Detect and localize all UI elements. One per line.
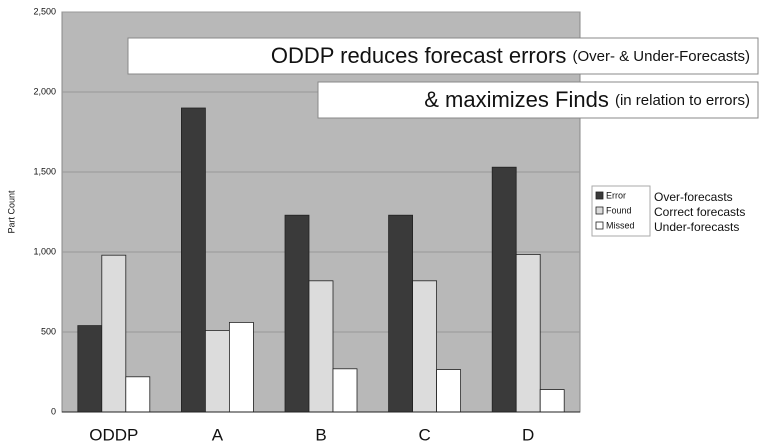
bar (228, 321, 254, 413)
x-tick-label: D (522, 425, 534, 444)
legend-swatch (595, 206, 604, 215)
legend-swatch (595, 221, 604, 230)
bar (204, 329, 230, 413)
x-tick-label: B (315, 425, 326, 444)
annotation-main: ODDP reduces forecast errors (271, 43, 566, 68)
annotation-main: & maximizes Finds (424, 87, 609, 112)
bar (388, 214, 414, 413)
x-tick-label: C (418, 425, 430, 444)
x-tick-label: A (212, 425, 224, 444)
y-tick-label: 2,500 (33, 6, 56, 16)
legend-note: Over-forecasts (654, 190, 733, 204)
y-tick-label: 1,500 (33, 166, 56, 176)
annotation-sub: (Over- & Under-Forecasts) (572, 48, 750, 65)
legend-swatch (595, 191, 604, 200)
y-axis-label: Part Count (6, 190, 16, 234)
y-tick-label: 2,000 (33, 86, 56, 96)
bar (308, 280, 334, 413)
annotation: & maximizes Finds (in relation to errors… (424, 87, 750, 112)
bar (436, 369, 462, 413)
y-tick-label: 500 (41, 326, 56, 336)
annotation-sub: (in relation to errors) (615, 92, 750, 109)
legend-label: Error (606, 190, 626, 200)
bar (284, 214, 310, 413)
annotation: ODDP reduces forecast errors (Over- & Un… (271, 43, 750, 68)
bar (125, 376, 151, 413)
annotation-box (127, 37, 759, 75)
legend-note: Correct forecasts (654, 205, 745, 219)
bar (101, 254, 127, 413)
bar (180, 107, 206, 413)
y-tick-label: 1,000 (33, 246, 56, 256)
bar (77, 325, 103, 413)
x-tick-label: ODDP (89, 425, 138, 444)
y-tick-label: 0 (51, 406, 56, 416)
bar (515, 253, 541, 413)
bar (412, 280, 438, 413)
legend-label: Found (606, 205, 632, 215)
bar (332, 368, 358, 413)
annotation-box (317, 81, 759, 119)
bar (539, 389, 565, 413)
legend-label: Missed (606, 220, 635, 230)
bar (491, 166, 517, 413)
legend-note: Under-forecasts (654, 220, 739, 234)
